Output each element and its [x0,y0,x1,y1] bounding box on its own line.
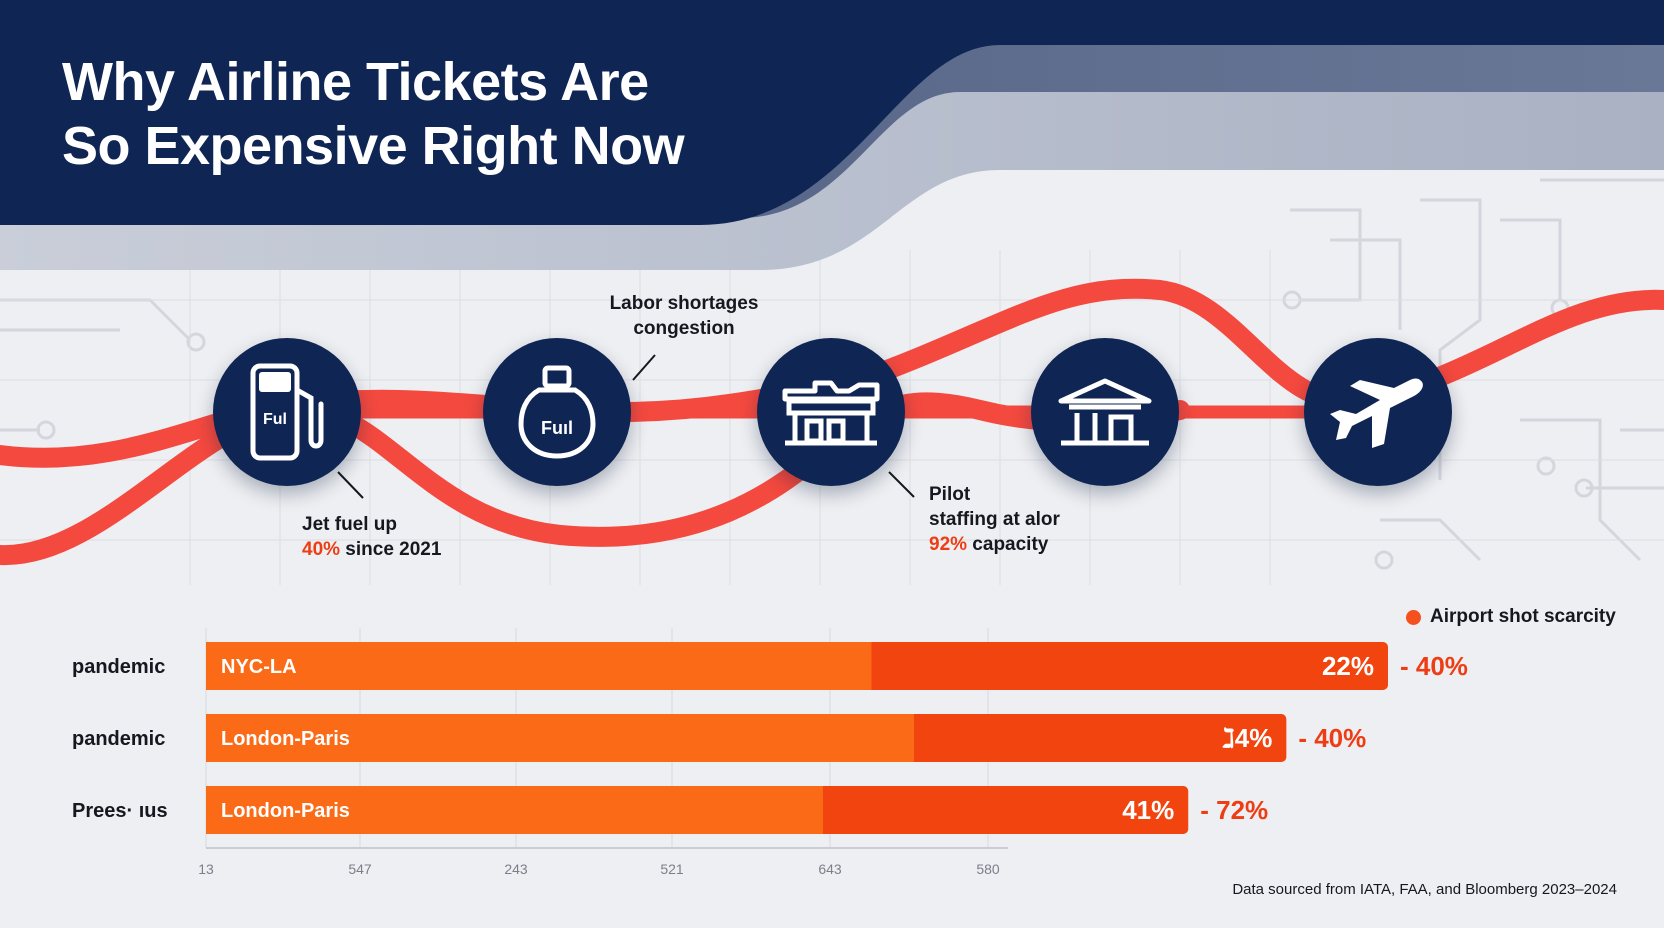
x-tick-label: 521 [660,861,684,877]
header-navy-band [0,0,1664,225]
legend-dot [1406,609,1421,625]
fuel-pump-text: Ful [263,411,287,428]
annotation-pilot-highlight: 92% [929,534,968,555]
bar-value-label: 22% [1322,651,1374,681]
title-line-2: So Expensive Right Now [62,116,685,176]
x-tick-label: 580 [976,861,1000,877]
x-tick-label: 243 [504,861,528,877]
bar-change-label: - 40% [1400,651,1468,681]
annotation-fuel-rest: since 2021 [340,539,442,560]
bar-segment-light [206,786,824,834]
bar-value-label: ℷ4% [1222,723,1273,753]
annotation-pilot: Pilot staffing at alor 92% capacity [929,482,1060,557]
page-title: Why Airline Tickets Are So Expensive Rig… [62,50,685,178]
annotation-fuel-line-2: 40% since 2021 [302,537,441,562]
government-building-icon [1058,378,1152,446]
chart-legend: Airport shot scarcity [1406,606,1616,628]
annotation-fuel-line-1: Jet fuel up [302,514,398,535]
annotation-fuel: Jet fuel up 40% since 2021 [302,512,441,562]
bar-route-label: London-Paris [221,728,350,750]
annotation-labor-line-2: congestion [633,318,735,339]
annotation-labor: Labor shortages congestion [594,291,774,341]
bar-change-label: - 40% [1298,723,1366,753]
annotation-pilot-line-3: 92% capacity [929,532,1060,557]
category-label: pandemic [72,728,165,750]
annotation-pilot-line-2: staffing at alor [929,509,1060,530]
annotation-pilot-rest: capacity [967,534,1049,555]
bar-segment-light [206,642,872,690]
fuel-pump-icon: Ful [250,363,324,461]
terminal-building-icon [782,380,880,446]
fuel-flask-text: Fuıl [541,418,573,438]
title-line-1: Why Airline Tickets Are [62,52,649,112]
icon-node-5 [1304,338,1452,486]
bar-change-label: - 72% [1200,795,1268,825]
fuel-flask-icon: Fuıl [518,365,596,459]
icon-node-4 [1031,338,1179,486]
annotation-labor-line-1: Labor shortages [609,293,759,314]
x-tick-label: 547 [348,861,372,877]
x-tick-label: 643 [818,861,842,877]
bar-route-label: NYC-LA [221,656,297,678]
bar-segment-light [206,714,915,762]
legend-label: Airport shot scarcity [1430,606,1616,627]
bar-route-label: London-Paris [221,800,350,822]
category-label: Prees· ıus [72,800,168,822]
annotation-leader-lines [337,354,915,499]
airplane-icon [1330,378,1423,448]
annotation-pilot-line-1: Pilot [929,484,971,505]
source-note: Data sourced from IATA, FAA, and Bloombe… [1232,881,1617,898]
icon-node-1: Ful [213,338,361,486]
bar-value-label: 41% [1122,795,1174,825]
category-label: pandemic [72,656,165,678]
x-tick-label: 13 [198,861,214,877]
annotation-fuel-highlight: 40% [302,539,341,560]
icon-node-3 [757,338,905,486]
icon-node-2: Fuıl [483,338,631,486]
